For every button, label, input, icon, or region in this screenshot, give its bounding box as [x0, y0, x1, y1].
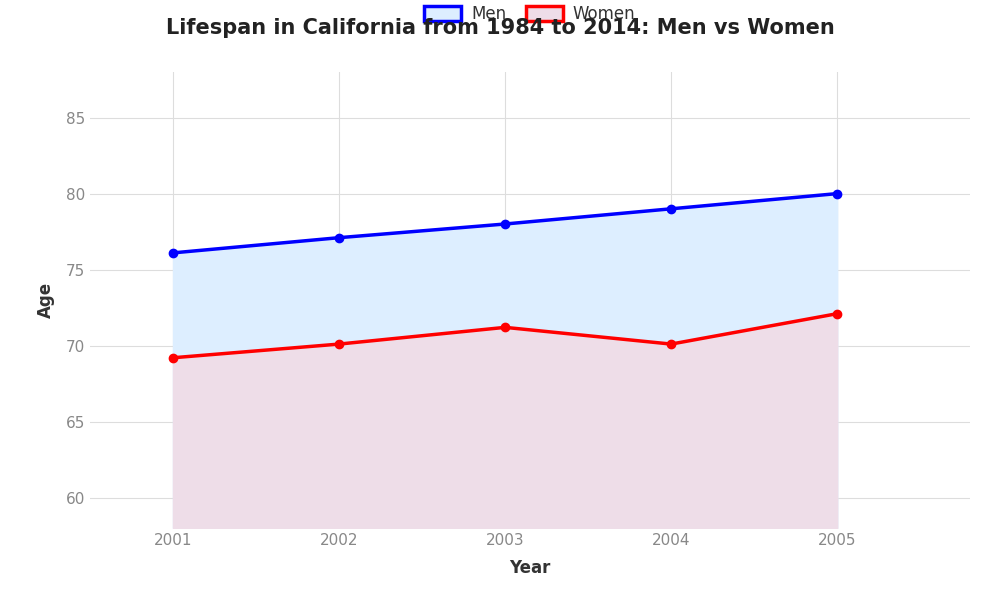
Legend: Men, Women: Men, Women: [418, 0, 642, 29]
Y-axis label: Age: Age: [37, 282, 55, 318]
X-axis label: Year: Year: [509, 559, 551, 577]
Text: Lifespan in California from 1984 to 2014: Men vs Women: Lifespan in California from 1984 to 2014…: [166, 18, 834, 38]
